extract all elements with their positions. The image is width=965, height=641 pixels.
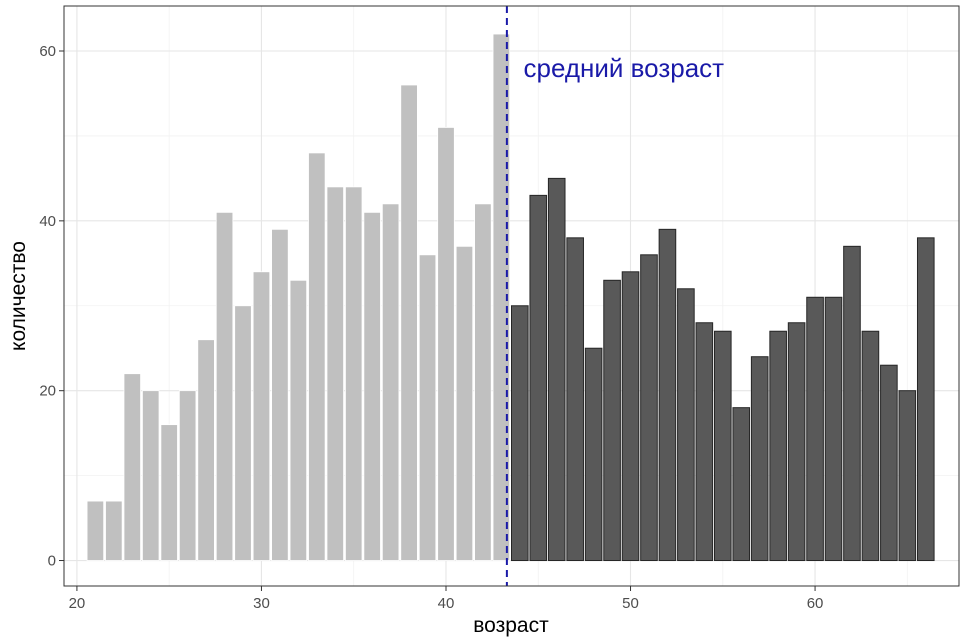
bar — [603, 279, 621, 562]
bar — [105, 500, 123, 561]
bar — [584, 347, 603, 562]
bar — [566, 237, 584, 562]
bar — [308, 152, 326, 561]
bar — [234, 305, 252, 561]
y-tick-label: 0 — [48, 553, 56, 570]
x-tick-label: 60 — [807, 595, 824, 612]
bar — [252, 271, 271, 561]
bar — [86, 500, 105, 561]
bar — [271, 228, 289, 561]
bar — [345, 186, 363, 561]
bar — [400, 84, 418, 561]
bar — [824, 296, 843, 562]
panel-border — [63, 5, 960, 587]
bar — [474, 203, 492, 561]
bar — [178, 390, 197, 561]
bar — [381, 203, 400, 561]
bars — [86, 33, 935, 562]
bar — [363, 211, 381, 561]
x-axis-title: возраст — [473, 614, 549, 637]
bar — [898, 390, 917, 562]
bar — [695, 322, 714, 562]
x-tick-label: 40 — [438, 595, 455, 612]
y-axis-ticks: 0 20 40 60 — [39, 43, 64, 570]
bar — [492, 33, 511, 561]
bar — [197, 339, 215, 561]
bar — [916, 237, 935, 562]
bar — [787, 322, 806, 562]
bar — [861, 330, 880, 562]
y-tick-label: 40 — [39, 213, 56, 230]
bar — [769, 330, 787, 562]
bar — [732, 407, 751, 562]
bar — [511, 305, 529, 562]
bar — [289, 279, 308, 561]
bar — [713, 330, 732, 562]
bar — [621, 271, 640, 562]
mean-age-annotation: средний возраст — [523, 53, 724, 83]
bar — [437, 127, 455, 561]
bar — [806, 296, 824, 562]
bar — [160, 424, 178, 561]
bar — [215, 211, 234, 561]
bar — [677, 288, 695, 562]
bar — [640, 254, 658, 562]
y-tick-label: 20 — [39, 383, 56, 400]
y-axis-title: количество — [7, 241, 30, 351]
bar — [326, 186, 344, 561]
bar — [880, 364, 898, 562]
bar — [418, 254, 437, 561]
bar — [142, 390, 160, 561]
bar — [455, 245, 474, 561]
bar — [843, 245, 861, 562]
y-tick-label: 60 — [39, 43, 56, 60]
x-tick-label: 50 — [622, 595, 639, 612]
bar — [750, 356, 769, 562]
bar — [658, 228, 677, 562]
x-axis-ticks: 20 30 40 50 60 — [69, 586, 824, 612]
x-tick-label: 30 — [253, 595, 270, 612]
x-tick-label: 20 — [69, 595, 86, 612]
bar — [123, 373, 141, 561]
bar — [529, 194, 548, 562]
bar — [547, 177, 566, 562]
